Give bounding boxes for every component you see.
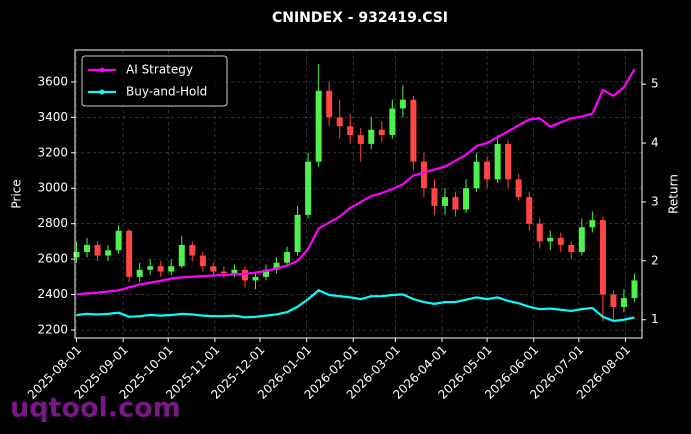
candle-body — [631, 280, 638, 299]
candle-body — [441, 197, 448, 206]
y-tick-label: 2800 — [37, 216, 68, 230]
candle-body — [473, 161, 480, 189]
line-series — [76, 289, 635, 323]
candle-body — [568, 244, 575, 253]
y2-tick-label: 4 — [651, 136, 659, 150]
candle-body — [410, 99, 417, 162]
candle-body — [105, 250, 112, 256]
candle-body — [589, 220, 596, 228]
y2-tick-label: 5 — [651, 77, 659, 91]
legend-box — [81, 55, 228, 107]
candle-body — [399, 99, 406, 109]
candle-body — [536, 223, 543, 242]
candle-body — [273, 262, 280, 270]
y-tick-label: 2200 — [37, 323, 68, 337]
y-tick-label: 2400 — [37, 287, 68, 301]
candle-body — [284, 252, 291, 263]
y-tick-label: 3600 — [37, 74, 68, 88]
candle-body — [252, 276, 259, 281]
y-tick-label: 3200 — [37, 145, 68, 159]
y2-tick-label: 1 — [651, 312, 659, 326]
plot-frame — [74, 49, 643, 339]
candle-body — [84, 244, 91, 253]
candle-body — [526, 197, 533, 224]
candle-body — [147, 266, 154, 270]
y-tick-label: 3000 — [37, 181, 68, 195]
candle-body — [484, 161, 491, 180]
candle-body — [168, 266, 175, 272]
legend-label: AI Strategy — [126, 63, 193, 77]
legend-marker — [99, 89, 105, 95]
candle-body — [368, 129, 375, 144]
watermark: uqtool.com — [10, 393, 181, 424]
candle-body — [178, 244, 185, 267]
chart-title: CNINDEX - 932419.CSI — [272, 10, 448, 26]
candle-body — [420, 161, 427, 189]
y-axis-label: Price — [10, 179, 24, 208]
candle-body — [347, 126, 354, 136]
candle-body — [241, 269, 248, 281]
legend: AI Strategy Buy-and-Hold — [81, 55, 228, 107]
candle-body — [515, 179, 522, 198]
candle-body — [389, 108, 396, 136]
candle-body — [315, 90, 322, 162]
candle-body — [547, 237, 554, 242]
candle-body — [231, 269, 238, 274]
candle-body — [357, 135, 364, 144]
candle-body — [452, 197, 459, 210]
line-series — [76, 68, 636, 296]
candle-body — [578, 227, 585, 253]
candle-body — [505, 143, 512, 180]
candle-body — [599, 220, 606, 295]
candle-body — [557, 237, 564, 245]
candle-body — [157, 266, 164, 272]
candle-body — [294, 214, 301, 253]
legend-label: Buy-and-Hold — [126, 85, 207, 99]
candle-body — [210, 266, 217, 272]
grid — [75, 50, 642, 338]
candle-body — [73, 252, 80, 258]
y2-tick-label: 3 — [651, 194, 659, 208]
candle-body — [126, 230, 133, 277]
candle-body — [94, 244, 101, 256]
candle-body — [620, 298, 627, 307]
candle-body — [336, 117, 343, 127]
candle-body — [463, 188, 470, 210]
candle-body — [199, 255, 206, 267]
candle-body — [378, 129, 385, 136]
candle-body — [263, 269, 270, 277]
candle-body — [326, 90, 333, 118]
y-tick-label: 2600 — [37, 252, 68, 266]
y-tick-label: 3400 — [37, 110, 68, 124]
candle-body — [431, 188, 438, 206]
candle-body — [189, 244, 196, 256]
y2-axis-label: Return — [667, 174, 681, 214]
y2-tick-label: 2 — [651, 253, 659, 267]
candle-body — [115, 230, 122, 251]
candle-body — [494, 143, 501, 180]
candle-body — [610, 294, 617, 307]
candle-body — [305, 161, 312, 215]
legend-marker — [99, 67, 105, 73]
candle-body — [136, 269, 143, 277]
candle-body — [220, 271, 227, 274]
